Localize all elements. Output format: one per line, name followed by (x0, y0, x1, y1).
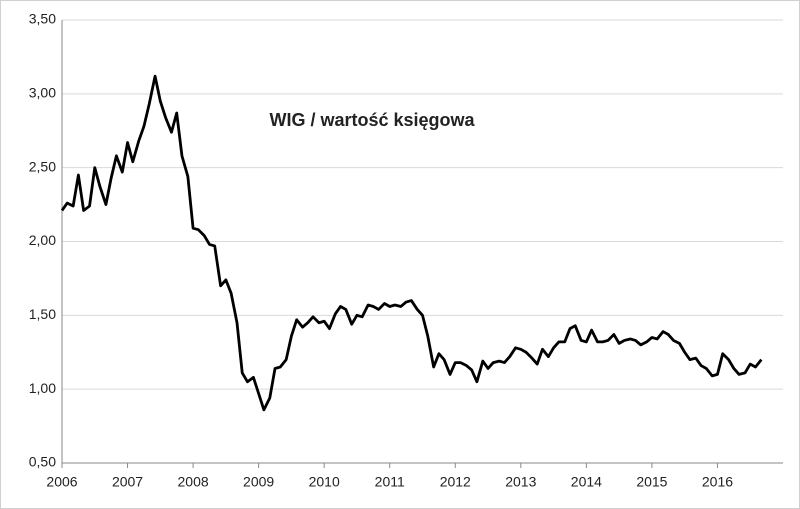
x-tick-label: 2012 (440, 474, 471, 490)
chart-title: WIG / wartość księgowa (269, 110, 475, 130)
x-tick-label: 2010 (309, 474, 340, 490)
y-tick-label: 2,00 (29, 232, 56, 248)
x-tick-label: 2009 (243, 474, 274, 490)
x-tick-label: 2016 (702, 474, 733, 490)
x-tick-label: 2013 (505, 474, 536, 490)
y-tick-label: 1,50 (29, 306, 56, 322)
y-tick-label: 2,50 (29, 158, 56, 174)
x-tick-label: 2014 (571, 474, 602, 490)
x-tick-label: 2008 (178, 474, 209, 490)
x-tick-label: 2006 (46, 474, 77, 490)
y-tick-label: 0,50 (29, 454, 56, 470)
y-tick-label: 1,00 (29, 380, 56, 396)
x-tick-label: 2015 (636, 474, 667, 490)
data-line (60, 74, 763, 412)
y-tick-label: 3,50 (29, 11, 56, 27)
x-tick-label: 2007 (112, 474, 143, 490)
y-tick-label: 3,00 (29, 85, 56, 101)
x-tick-label: 2011 (375, 474, 405, 490)
